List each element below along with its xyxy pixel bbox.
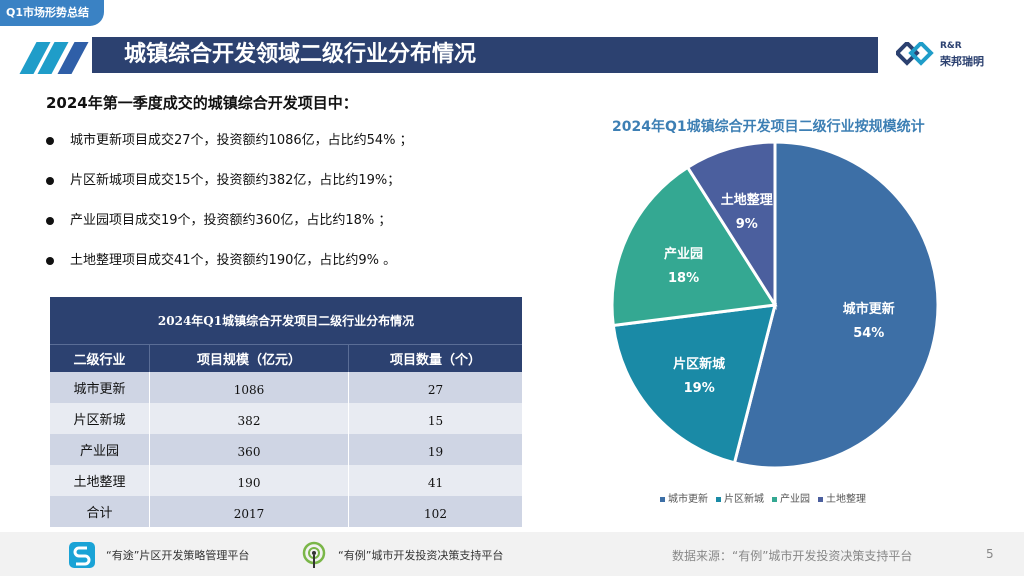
list-item-text: 土地整理项目成交41个，投资额约190亿，占比约9% 。 xyxy=(70,253,397,268)
legend-swatch xyxy=(716,496,721,502)
table-row: 城市更新 1086 27 xyxy=(50,372,522,403)
table-cell: 382 xyxy=(148,403,349,434)
table-cell: 15 xyxy=(348,403,522,434)
youli-platform-icon xyxy=(302,541,326,568)
pie-slice-2 xyxy=(610,165,778,328)
table-row: 土地整理 190 41 xyxy=(50,465,522,496)
logo-text: R&R xyxy=(940,41,962,51)
data-source: 数据来源：“有例”城市开发投资决策支持平台 xyxy=(672,549,913,563)
list-item-text: 产业园项目成交19个，投资额约360亿，占比约18% ； xyxy=(70,213,392,228)
legend-label: 产业园 xyxy=(780,494,810,505)
legend-item: 城市更新 xyxy=(660,490,708,505)
legend-label: 片区新城 xyxy=(724,494,764,505)
table-cell: 360 xyxy=(148,434,349,465)
table-cell: 土地整理 xyxy=(50,465,150,496)
table-caption: 2024年Q1城镇综合开发项目二级行业分布情况 xyxy=(50,297,522,345)
table-cell: 1086 xyxy=(148,372,349,403)
bullet-icon xyxy=(46,257,54,265)
table-header: 二级行业 xyxy=(50,344,150,372)
page-number: 5 xyxy=(986,547,994,561)
slice-category-label: 片区新城 xyxy=(673,356,725,372)
legend-item: 土地整理 xyxy=(818,490,866,505)
legend-label: 土地整理 xyxy=(826,494,866,505)
bullet-icon xyxy=(46,137,54,145)
table-row: 产业园 360 19 xyxy=(50,434,522,465)
platform-name: “有途”片区开发策略管理平台 xyxy=(106,549,250,562)
summary-heading: 2024年第一季度成交的城镇综合开发项目中： xyxy=(46,94,358,112)
footer-bar xyxy=(0,532,1024,576)
slice-category-label: 产业园 xyxy=(664,246,703,262)
table-cell: 产业园 xyxy=(50,434,150,465)
legend-item: 片区新城 xyxy=(716,490,764,505)
chart-title: 2024年Q1城镇综合开发项目二级行业按规模统计 xyxy=(612,119,925,135)
slice-category-label: 土地整理 xyxy=(721,192,773,208)
table-header: 项目数量（个） xyxy=(348,344,522,372)
pie-slice-0 xyxy=(732,140,940,470)
slice-category-label: 城市更新 xyxy=(843,301,895,317)
legend-swatch xyxy=(660,496,665,502)
table-cell: 41 xyxy=(348,465,522,496)
table-cell: 合计 xyxy=(50,496,150,527)
summary-list: 城市更新项目成交27个，投资额约1086亿，占比约54% ； 片区新城项目成交1… xyxy=(46,132,413,292)
pie-slice-1 xyxy=(611,303,778,465)
table-row: 合计 2017 102 xyxy=(50,496,522,527)
legend-swatch xyxy=(772,496,777,502)
table-cell: 片区新城 xyxy=(50,403,150,434)
table-row: 片区新城 382 15 xyxy=(50,403,522,434)
page-title: 城镇综合开发领域二级行业分布情况 xyxy=(92,37,878,73)
table-cell: 102 xyxy=(348,496,522,527)
slice-percent-label: 19% xyxy=(684,381,715,396)
slice-percent-label: 54% xyxy=(853,326,884,341)
youtu-platform-icon xyxy=(69,542,95,568)
legend-item: 产业园 xyxy=(772,490,810,505)
slice-percent-label: 9% xyxy=(736,217,758,232)
legend-swatch xyxy=(818,496,823,502)
table-cell: 城市更新 xyxy=(50,372,150,403)
list-item: 片区新城项目成交15个，投资额约382亿，占比约19%； xyxy=(46,172,413,212)
platform-name: “有例”城市开发投资决策支持平台 xyxy=(338,549,504,562)
logo-text: 荣邦瑞明 xyxy=(940,55,984,68)
logo-icon xyxy=(896,42,934,66)
section-tab: Q1市场形势总结 xyxy=(0,0,104,26)
table-header: 项目规模（亿元） xyxy=(148,344,349,372)
distribution-table: 2024年Q1城镇综合开发项目二级行业分布情况 二级行业 项目规模（亿元） 项目… xyxy=(50,297,522,527)
table-cell: 190 xyxy=(148,465,349,496)
slice-percent-label: 18% xyxy=(668,271,699,286)
table-cell: 2017 xyxy=(148,496,349,527)
pie-chart: 城市更新 54% 片区新城 19% 产业园 18% 土地整理 9% xyxy=(610,140,940,470)
chart-legend: 城市更新 片区新城 产业园 土地整理 xyxy=(660,490,874,505)
list-item-text: 城市更新项目成交27个，投资额约1086亿，占比约54% ； xyxy=(70,133,413,148)
brand-logo: R&R 荣邦瑞明 xyxy=(896,38,1016,72)
pie-slice-3 xyxy=(685,140,777,311)
list-item: 土地整理项目成交41个，投资额约190亿，占比约9% 。 xyxy=(46,252,413,292)
table-cell: 27 xyxy=(348,372,522,403)
bullet-icon xyxy=(46,217,54,225)
table-cell: 19 xyxy=(348,434,522,465)
list-item: 城市更新项目成交27个，投资额约1086亿，占比约54% ； xyxy=(46,132,413,172)
list-item: 产业园项目成交19个，投资额约360亿，占比约18% ； xyxy=(46,212,413,252)
list-item-text: 片区新城项目成交15个，投资额约382亿，占比约19%； xyxy=(70,173,401,188)
bullet-icon xyxy=(46,177,54,185)
legend-label: 城市更新 xyxy=(668,494,708,505)
